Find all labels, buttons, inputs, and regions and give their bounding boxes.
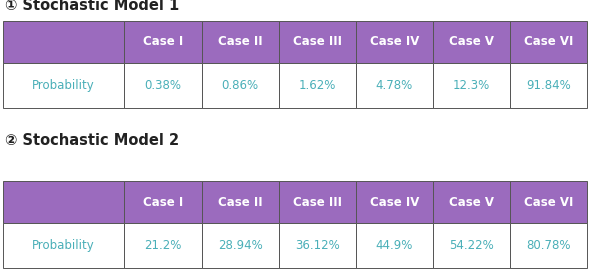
Bar xyxy=(278,181,356,223)
Text: 54.22%: 54.22% xyxy=(449,239,494,252)
Bar xyxy=(510,63,587,108)
Bar xyxy=(433,223,510,268)
Bar xyxy=(202,181,278,223)
Bar xyxy=(278,63,356,108)
Text: ① Stochastic Model 1: ① Stochastic Model 1 xyxy=(5,0,179,13)
Bar xyxy=(356,63,433,108)
Text: Case II: Case II xyxy=(218,195,263,208)
Text: Case VI: Case VI xyxy=(524,195,573,208)
Bar xyxy=(510,181,587,223)
Text: Case V: Case V xyxy=(449,195,494,208)
Text: 0.86%: 0.86% xyxy=(221,79,258,92)
Text: Probability: Probability xyxy=(32,79,95,92)
Bar xyxy=(356,21,433,63)
Bar xyxy=(124,63,202,108)
Text: Case III: Case III xyxy=(293,35,342,49)
Bar xyxy=(356,181,433,223)
Bar xyxy=(3,63,124,108)
Bar xyxy=(124,223,202,268)
Text: 91.84%: 91.84% xyxy=(526,79,571,92)
Bar xyxy=(510,223,587,268)
Text: 44.9%: 44.9% xyxy=(376,239,413,252)
Bar xyxy=(3,21,124,63)
Bar xyxy=(3,181,124,223)
Text: Case V: Case V xyxy=(449,35,494,49)
Text: 1.62%: 1.62% xyxy=(299,79,336,92)
Text: Case III: Case III xyxy=(293,195,342,208)
Text: 12.3%: 12.3% xyxy=(453,79,490,92)
Text: 4.78%: 4.78% xyxy=(376,79,413,92)
Bar xyxy=(124,181,202,223)
Bar xyxy=(202,63,278,108)
Text: Probability: Probability xyxy=(32,239,95,252)
Text: Case I: Case I xyxy=(143,35,183,49)
Bar xyxy=(278,223,356,268)
Bar xyxy=(202,223,278,268)
Bar xyxy=(124,21,202,63)
Text: Case IV: Case IV xyxy=(369,195,419,208)
Text: 36.12%: 36.12% xyxy=(295,239,340,252)
Bar xyxy=(278,21,356,63)
Text: Case II: Case II xyxy=(218,35,263,49)
Bar xyxy=(3,223,124,268)
Text: 28.94%: 28.94% xyxy=(218,239,263,252)
Bar xyxy=(433,63,510,108)
Text: 0.38%: 0.38% xyxy=(145,79,182,92)
Text: ② Stochastic Model 2: ② Stochastic Model 2 xyxy=(5,133,179,148)
Text: Case IV: Case IV xyxy=(369,35,419,49)
Text: 21.2%: 21.2% xyxy=(145,239,182,252)
Bar xyxy=(356,223,433,268)
Text: Case I: Case I xyxy=(143,195,183,208)
Bar xyxy=(433,21,510,63)
Text: Case VI: Case VI xyxy=(524,35,573,49)
Bar xyxy=(202,21,278,63)
Bar xyxy=(510,21,587,63)
Text: 80.78%: 80.78% xyxy=(526,239,571,252)
Bar xyxy=(433,181,510,223)
